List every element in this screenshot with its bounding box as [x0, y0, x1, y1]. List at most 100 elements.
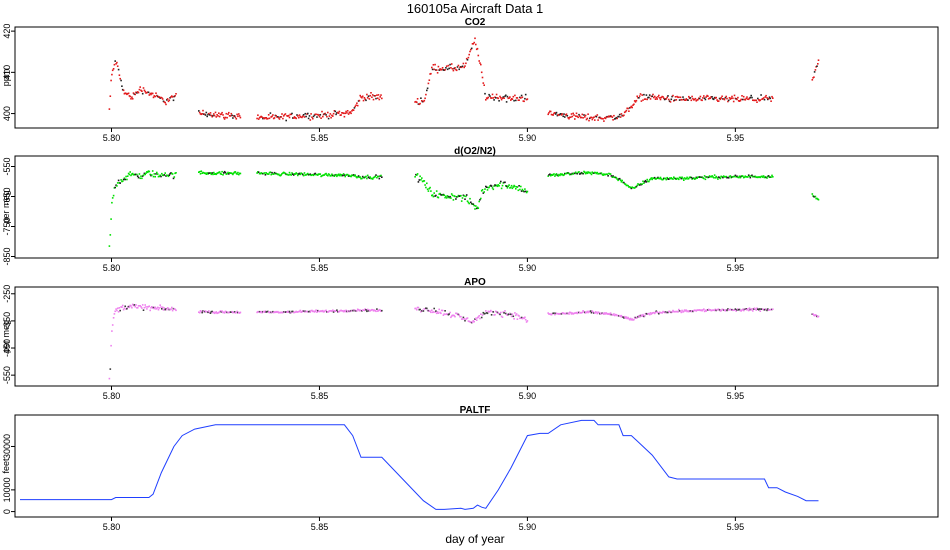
data-point: [559, 312, 561, 315]
data-point: [643, 315, 646, 317]
data-point: [624, 317, 627, 319]
data-point: [352, 309, 355, 311]
data-point: [520, 190, 523, 192]
data-point: [712, 176, 715, 179]
data-point: [678, 310, 681, 312]
data-point: [205, 173, 208, 175]
data-point: [144, 173, 146, 176]
data-point: [499, 313, 501, 316]
data-point: [281, 172, 283, 175]
data-point: [117, 311, 120, 313]
data-point: [641, 94, 643, 96]
data-point: [347, 175, 350, 177]
data-point: [256, 311, 258, 314]
data-point: [289, 312, 292, 314]
data-point: [322, 174, 325, 176]
data-point: [198, 110, 200, 112]
data-point: [288, 171, 291, 174]
data-point: [132, 174, 135, 176]
data-point: [524, 93, 527, 96]
data-point: [370, 92, 372, 94]
data-point: [466, 317, 469, 319]
data-point: [627, 184, 629, 187]
data-point: [232, 117, 234, 119]
data-point: [721, 95, 723, 98]
data-point: [570, 313, 573, 315]
data-point: [174, 308, 176, 311]
data-point: [747, 176, 749, 178]
data-point: [733, 175, 736, 178]
data-point: [298, 114, 301, 116]
data-point: [480, 63, 482, 66]
data-point: [569, 311, 571, 314]
data-point: [148, 305, 151, 307]
data-point: [575, 112, 578, 115]
data-point: [508, 184, 510, 186]
data-point: [762, 176, 764, 178]
data-point: [482, 192, 485, 194]
data-point: [454, 315, 456, 318]
data-point: [548, 111, 550, 114]
data-point: [707, 309, 709, 311]
data-point: [415, 307, 417, 310]
data-point: [685, 177, 688, 180]
data-point: [582, 117, 584, 119]
data-point: [379, 309, 381, 311]
data-point: [734, 174, 737, 177]
data-point: [763, 98, 766, 101]
data-point: [425, 307, 427, 309]
data-point: [584, 114, 587, 117]
data-point: [709, 175, 712, 178]
data-point: [593, 116, 595, 118]
data-point: [491, 93, 494, 96]
data-point: [212, 114, 214, 117]
data-point: [158, 96, 161, 98]
data-point: [146, 308, 148, 310]
data-segment-5: [811, 313, 820, 318]
data-point: [448, 196, 450, 199]
data-point: [661, 312, 663, 314]
data-point: [136, 175, 139, 177]
data-point: [470, 321, 472, 323]
data-point: [336, 112, 338, 114]
data-point: [132, 304, 135, 307]
data-point: [596, 171, 599, 174]
data-point: [147, 91, 150, 94]
data-point: [635, 185, 638, 188]
data-point: [131, 172, 134, 175]
data-point: [814, 314, 817, 316]
data-point: [116, 307, 119, 310]
data-point: [485, 185, 487, 188]
data-point: [681, 309, 683, 312]
data-point: [481, 76, 484, 79]
data-point: [126, 93, 128, 96]
data-point: [525, 191, 528, 194]
data-point: [770, 176, 772, 178]
data-point: [119, 77, 121, 80]
data-point: [272, 114, 274, 116]
data-point: [629, 106, 632, 109]
data-point: [204, 114, 207, 116]
data-point: [298, 172, 301, 175]
data-point: [458, 68, 460, 71]
y-tick-label: -850: [2, 247, 12, 265]
data-point: [558, 313, 560, 315]
data-point: [480, 316, 483, 319]
data-point: [371, 309, 374, 311]
data-point: [733, 309, 736, 311]
data-point: [594, 312, 596, 314]
data-point: [632, 319, 634, 321]
data-point: [163, 174, 166, 176]
data-point: [290, 311, 292, 314]
data-point: [740, 310, 742, 312]
data-point: [526, 190, 529, 193]
data-point: [153, 95, 156, 97]
data-point: [151, 92, 153, 95]
data-point: [660, 96, 663, 99]
data-point: [520, 94, 523, 97]
data-point: [548, 174, 550, 176]
data-point: [441, 309, 444, 312]
data-point: [747, 98, 750, 101]
data-point: [378, 98, 381, 101]
data-point: [473, 41, 475, 44]
